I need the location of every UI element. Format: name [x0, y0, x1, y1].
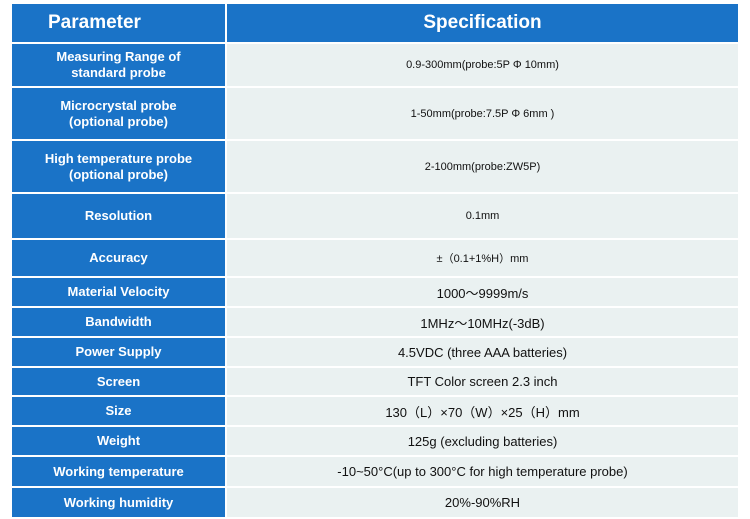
- table-row: Accuracy ±（0.1+1%H）mm: [10, 238, 740, 278]
- spec-value: 0.9-300mm(probe:5P Φ 10mm): [225, 42, 740, 88]
- param-cell: Bandwidth: [10, 306, 227, 338]
- table-row: Weight 125g (excluding batteries): [10, 425, 740, 457]
- param-label: Resolution: [84, 208, 153, 223]
- header-row: Parameter Specification: [10, 2, 740, 44]
- spec-value: 1MHz～10MHz(-3dB): [225, 306, 740, 338]
- param-cell: Weight: [10, 425, 227, 457]
- param-cell: Resolution: [10, 192, 227, 240]
- param-label: Working humidity: [63, 494, 174, 510]
- table-row: Microcrystal probe (optional probe) 1-50…: [10, 86, 740, 141]
- param-label: Power Supply: [75, 344, 162, 359]
- table-row: Screen TFT Color screen 2.3 inch: [10, 366, 740, 397]
- spec-value: 130（L）×70（W）×25（H）mm: [225, 395, 740, 427]
- table-row: Material Velocity 1000～9999m/s: [10, 276, 740, 308]
- param-label: Bandwidth: [85, 314, 152, 329]
- param-cell: Microcrystal probe (optional probe): [10, 86, 227, 141]
- spec-value: 2-100mm(probe:ZW5P): [225, 139, 740, 194]
- table-row: Power Supply 4.5VDC (three AAA batteries…: [10, 336, 740, 368]
- table-row: Size 130（L）×70（W）×25（H）mm: [10, 395, 740, 427]
- param-cell: Material Velocity: [10, 276, 227, 308]
- parameter-header: Parameter: [10, 2, 227, 44]
- spec-value: 4.5VDC (three AAA batteries): [225, 336, 740, 368]
- table-row: Resolution 0.1mm: [10, 192, 740, 240]
- param-label: Accuracy: [89, 250, 148, 265]
- param-label: Microcrystal probe: [60, 97, 177, 113]
- spec-table: Parameter Specification Measuring Range …: [10, 2, 740, 519]
- param-cell: Power Supply: [10, 336, 227, 368]
- param-cell: Working humidity: [10, 486, 227, 519]
- param-label: Screen: [96, 373, 141, 389]
- table-row: Measuring Range of standard probe 0.9-30…: [10, 42, 740, 88]
- param-label: Measuring Range of: [56, 49, 181, 64]
- table-row: Working temperature -10~50°C(up to 300°C…: [10, 455, 740, 488]
- param-label: Size: [105, 403, 132, 418]
- param-label: (optional probe): [69, 166, 168, 182]
- specification-header: Specification: [225, 2, 740, 44]
- spec-value: 125g (excluding batteries): [225, 425, 740, 457]
- param-label: Weight: [96, 433, 141, 448]
- spec-value: 1-50mm(probe:7.5P Φ 6mm ): [225, 86, 740, 141]
- param-cell: Screen: [10, 366, 227, 397]
- param-cell: Size: [10, 395, 227, 427]
- table-row: Working humidity 20%-90%RH: [10, 486, 740, 519]
- table-row: High temperature probe (optional probe) …: [10, 139, 740, 194]
- spec-value: -10~50°C(up to 300°C for high temperatur…: [225, 455, 740, 488]
- param-cell: Measuring Range of standard probe: [10, 42, 227, 88]
- spec-value: 0.1mm: [225, 192, 740, 240]
- param-label: Material Velocity: [67, 284, 170, 299]
- spec-value: 1000～9999m/s: [225, 276, 740, 308]
- param-label: (optional probe): [69, 113, 168, 129]
- param-label: standard probe: [71, 65, 166, 80]
- param-label: Working temperature: [53, 463, 184, 479]
- param-label: High temperature probe: [44, 150, 193, 166]
- table-row: Bandwidth 1MHz～10MHz(-3dB): [10, 306, 740, 338]
- param-cell: High temperature probe (optional probe): [10, 139, 227, 194]
- spec-value: 20%-90%RH: [225, 486, 740, 519]
- param-cell: Accuracy: [10, 238, 227, 278]
- spec-value: TFT Color screen 2.3 inch: [225, 366, 740, 397]
- spec-value: ±（0.1+1%H）mm: [225, 238, 740, 278]
- param-cell: Working temperature: [10, 455, 227, 488]
